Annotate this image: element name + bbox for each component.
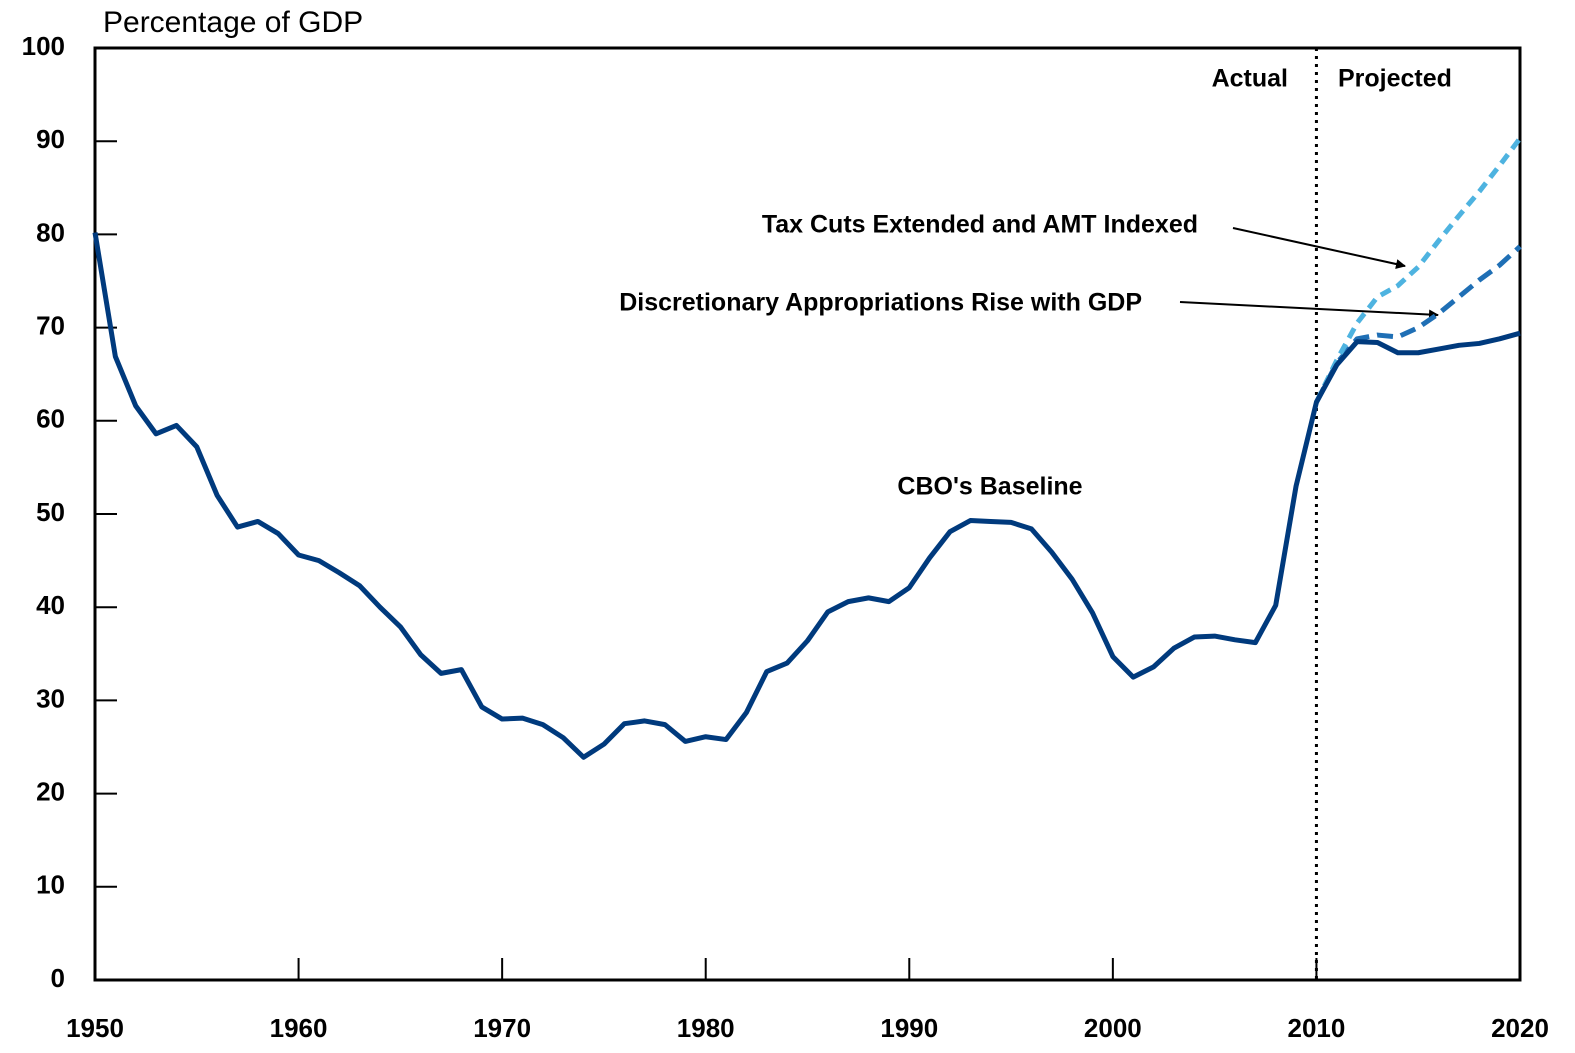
y-tick-label: 70 (36, 310, 65, 340)
series-line (1314, 244, 1522, 404)
y-tick-label: 30 (36, 683, 65, 713)
plot-frame (93, 46, 1522, 982)
annotation: Projected (1338, 65, 1452, 93)
x-tick-label: 2000 (1084, 1013, 1142, 1043)
x-tick-label: 2010 (1288, 1013, 1346, 1043)
y-tick-label: 100 (22, 31, 65, 61)
y-tick-label: 80 (36, 217, 65, 247)
y-tick-label: 0 (51, 963, 65, 993)
arrow (1232, 227, 1406, 269)
y-tick-label: 60 (36, 404, 65, 434)
y-tick-label: 50 (36, 497, 65, 527)
x-tick-label: 2020 (1491, 1013, 1549, 1043)
x-tick-label: 1990 (880, 1013, 938, 1043)
series-label: Discretionary Appropriations Rise with G… (619, 289, 1142, 317)
x-tick-label: 1950 (66, 1013, 124, 1043)
x-tick-label: 1980 (677, 1013, 735, 1043)
series-line (1314, 136, 1522, 404)
y-tick-label: 10 (36, 870, 65, 900)
x-tick-label: 1970 (473, 1013, 531, 1043)
arrow (1179, 301, 1439, 320)
series-label: CBO's Baseline (897, 473, 1082, 501)
x-tick-label: 1960 (270, 1013, 328, 1043)
annotation: Actual (1212, 65, 1288, 93)
series-label: Tax Cuts Extended and AMT Indexed (762, 211, 1198, 239)
series-line (92, 232, 1521, 760)
y-tick-label: 20 (36, 776, 65, 806)
y-axis-label: Percentage of GDP (103, 6, 363, 39)
y-tick-label: 90 (36, 124, 65, 154)
y-tick-label: 40 (36, 590, 65, 620)
